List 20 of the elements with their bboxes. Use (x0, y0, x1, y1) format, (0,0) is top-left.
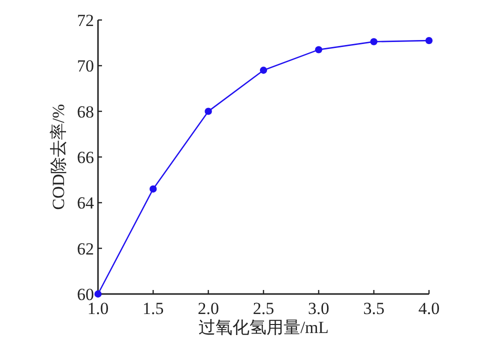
y-tick-label: 72 (77, 11, 94, 30)
point (260, 66, 268, 74)
y-axis-title: COD除去率/% (49, 104, 68, 210)
x-tick-label: 2.0 (198, 299, 219, 318)
x-tick-label: 1.5 (142, 299, 164, 318)
y-tick-label: 70 (77, 56, 94, 76)
x-tick-label: 3.0 (308, 299, 330, 318)
point (370, 38, 378, 46)
y-tick-label: 66 (77, 148, 94, 167)
point (315, 46, 322, 54)
x-tick-label: 3.5 (363, 299, 384, 318)
y-tick-label: 62 (77, 239, 94, 258)
y-tick-label: 68 (77, 102, 94, 122)
x-axis-title: 过氧化氢用量/mL (198, 318, 329, 337)
x-tick-label: 4.0 (418, 299, 440, 318)
point (425, 36, 433, 44)
point (150, 185, 157, 193)
x-tick-label: 2.5 (252, 299, 274, 318)
point (204, 108, 212, 115)
y-tick-label: 64 (77, 194, 94, 213)
